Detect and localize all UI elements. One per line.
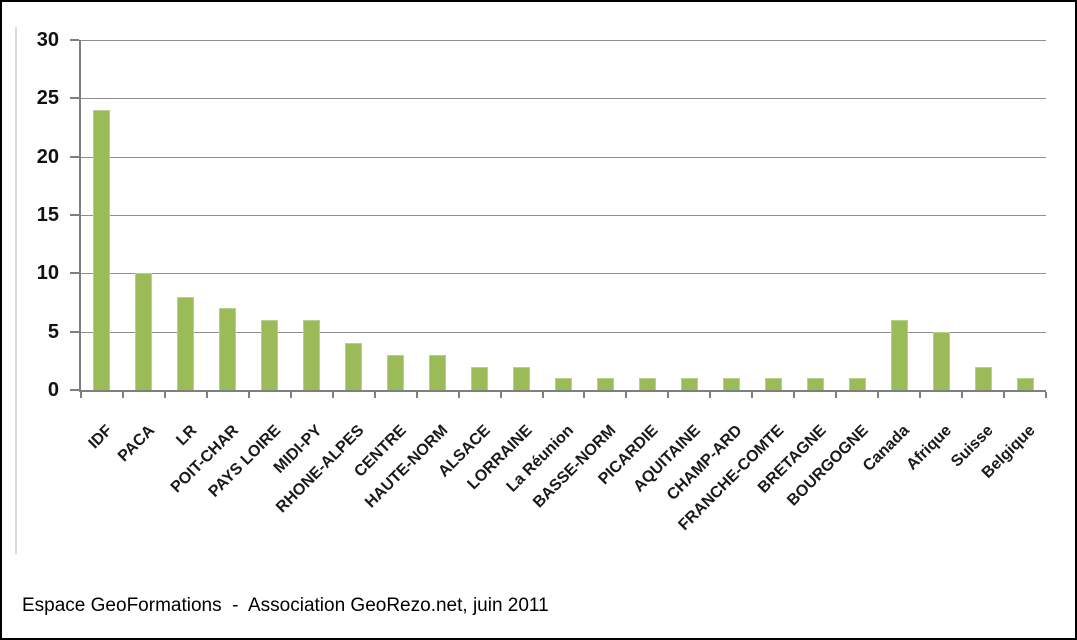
y-axis-tick-label: 25	[36, 87, 59, 110]
x-axis-tick	[247, 392, 250, 398]
y-axis-tick	[70, 330, 79, 333]
x-axis-tick	[667, 392, 670, 398]
y-axis-tick-label: 30	[36, 29, 59, 51]
bar	[513, 366, 531, 390]
chart-object-border	[15, 27, 17, 554]
bar	[555, 378, 572, 390]
bar	[974, 366, 992, 390]
bar	[932, 331, 950, 390]
bar	[722, 378, 740, 390]
gridline	[81, 156, 1046, 158]
x-axis-tick	[919, 392, 922, 398]
bar	[135, 273, 153, 390]
x-axis-tick	[205, 392, 208, 398]
x-axis-tick	[1003, 392, 1006, 398]
x-axis-tick	[877, 392, 880, 398]
plot-area	[70, 39, 1047, 398]
bar	[890, 320, 908, 390]
y-axis-tick	[70, 389, 79, 391]
bar	[387, 355, 405, 390]
gridline	[81, 40, 1046, 41]
y-axis-tick	[70, 155, 79, 158]
bar	[1016, 378, 1034, 390]
bar	[345, 343, 363, 390]
gridline	[81, 273, 1046, 275]
gridline	[81, 215, 1046, 216]
x-axis-tick	[793, 392, 796, 398]
bar	[177, 296, 195, 390]
x-axis-tick	[80, 392, 82, 398]
x-axis-labels: IDF PACA LR POIT-CHAR PAYS LOIRE MIDI-PY RHONE…	[79, 390, 1044, 570]
y-axis-tick-label: 5	[47, 320, 59, 343]
chart-caption: Espace GeoFormations - Association GeoRe…	[22, 595, 549, 616]
y-axis-tick-label: 20	[36, 145, 59, 168]
bar	[219, 308, 237, 390]
y-axis-labels: 0 5 10 15 20 25 30	[2, 29, 72, 401]
x-axis-tick	[415, 392, 418, 398]
x-axis-category-label: LR	[172, 422, 200, 450]
gridline	[81, 98, 1046, 100]
y-axis-tick	[70, 39, 79, 41]
bar	[806, 378, 824, 390]
bar	[638, 378, 656, 390]
x-axis-category-label: Afrique	[903, 422, 956, 474]
bar	[764, 378, 782, 390]
bar	[596, 378, 614, 390]
x-axis-tick	[1045, 392, 1047, 398]
bar	[93, 110, 111, 390]
bar	[848, 378, 866, 390]
x-axis-category-label: IDF	[85, 422, 116, 453]
x-axis-tick	[457, 392, 460, 398]
x-axis-tick	[331, 392, 334, 398]
x-axis-tick	[709, 392, 712, 398]
bar	[303, 320, 321, 390]
bar	[471, 366, 489, 390]
x-axis-tick	[289, 392, 292, 398]
x-axis-tick	[835, 392, 838, 398]
x-axis-tick	[961, 392, 964, 398]
bar	[680, 378, 698, 390]
y-axis-tick	[70, 97, 79, 100]
y-axis-tick-label: 15	[36, 204, 59, 226]
x-axis-tick	[751, 392, 754, 398]
x-axis-tick	[121, 392, 124, 398]
y-axis-tick-label: 0	[47, 379, 59, 401]
x-axis-tick	[163, 392, 166, 398]
y-axis-tick-label: 10	[36, 262, 59, 285]
x-axis-tick	[583, 392, 586, 398]
x-axis-tick	[625, 392, 628, 398]
x-axis-tick	[499, 392, 502, 398]
x-axis-tick	[373, 392, 376, 398]
gridline	[81, 331, 1046, 333]
bar	[261, 320, 279, 390]
y-axis-tick	[70, 214, 79, 216]
bar	[429, 355, 447, 390]
x-axis-tick	[541, 392, 544, 398]
y-axis-tick	[70, 272, 79, 275]
x-axis-category-label: PACA	[114, 422, 158, 466]
